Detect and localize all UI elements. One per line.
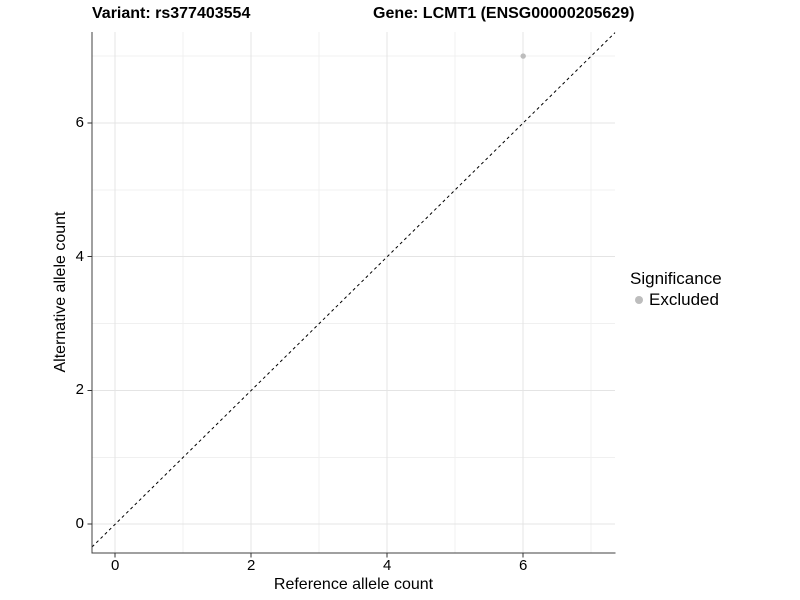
y-tick-label: 0 xyxy=(75,515,84,533)
y-axis-label: Alternative allele count xyxy=(52,211,69,373)
plot-title-gene: Gene: LCMT1 (ENSG00000205629) xyxy=(373,5,635,22)
legend-item-label: Excluded xyxy=(649,290,719,309)
x-axis-label: Reference allele count xyxy=(273,576,434,593)
legend-key xyxy=(632,292,646,308)
legend: Significance Excluded xyxy=(630,270,722,310)
x-tick-label: 0 xyxy=(110,557,120,574)
x-tick-label: 4 xyxy=(382,557,392,574)
legend-title: Significance xyxy=(630,269,722,288)
legend-item-excluded: Excluded xyxy=(630,290,722,310)
y-tick-label: 6 xyxy=(75,113,84,131)
x-tick-label: 6 xyxy=(519,557,528,574)
plot-title-variant: Variant: rs377403554 xyxy=(92,5,251,22)
excluded-point-icon xyxy=(635,296,643,304)
y-tick-label: 4 xyxy=(75,247,84,265)
data-point xyxy=(520,53,526,59)
x-tick-label: 2 xyxy=(246,557,256,574)
y-tick-label: 2 xyxy=(75,381,84,399)
identity-dashed-line xyxy=(91,32,616,548)
